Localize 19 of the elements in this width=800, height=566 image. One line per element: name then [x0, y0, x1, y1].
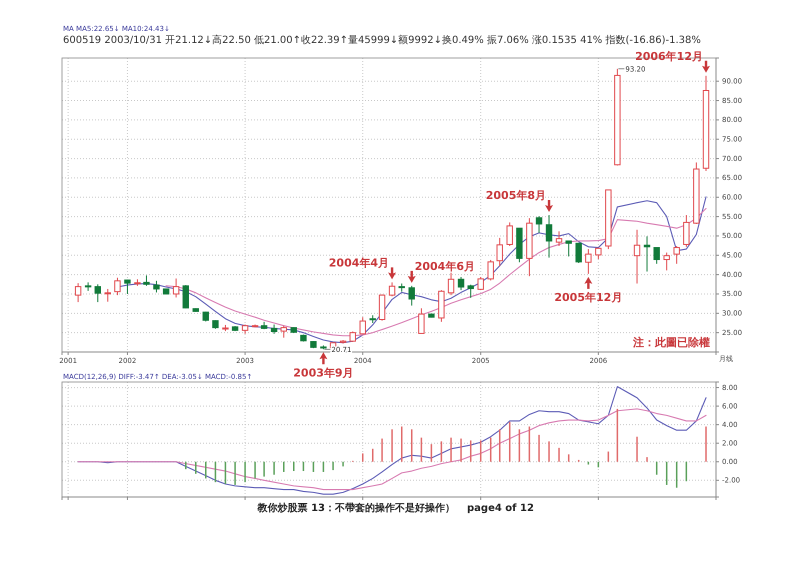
- candlestick: [585, 248, 592, 274]
- candlestick: [556, 230, 562, 247]
- line-series: [78, 408, 707, 490]
- candlestick: [536, 216, 542, 234]
- line-series: [166, 208, 707, 336]
- candlestick: [496, 237, 503, 267]
- candlestick: [546, 214, 552, 258]
- annotation: 注：此圖已除權: [632, 336, 710, 349]
- annotation: 2003年9月: [293, 366, 354, 380]
- chart-subtitle: 600519 2003/10/31 开21.12↓高22.50 低21.00↑收22.39↑量45999↓额9992↓换0.49% 振7.06% 涨0.1535 41% 指数(-16.86)-1.38%: [63, 34, 701, 46]
- text: page4 of 12: [467, 503, 534, 514]
- candlestick: [526, 218, 533, 277]
- candlestick: [634, 229, 640, 284]
- annotation: 2005年8月: [486, 189, 546, 202]
- annotation: 2006年12月: [635, 50, 704, 63]
- annotation: 2004年4月: [328, 256, 390, 270]
- text: 教你炒股票 13：不帶套的操作不是好操作）: [256, 502, 455, 514]
- annotation: 2005年12月: [554, 290, 622, 304]
- annotation: 2004年6月: [414, 260, 476, 273]
